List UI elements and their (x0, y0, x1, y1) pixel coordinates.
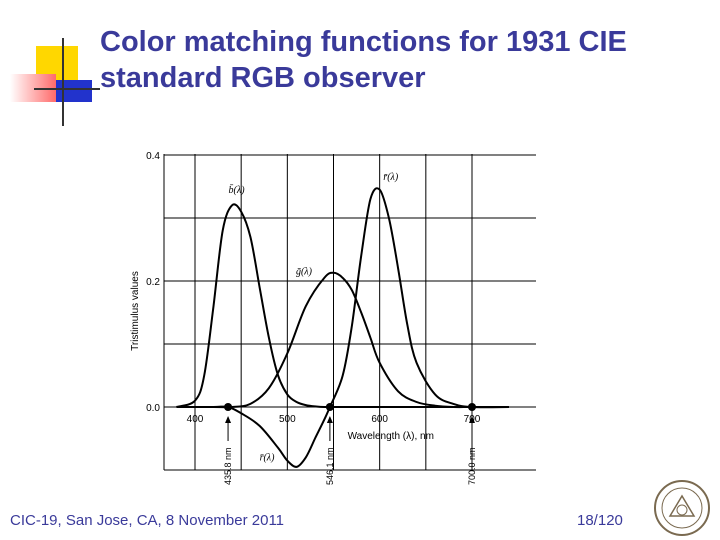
curve-annotation: b̄(λ) (229, 184, 246, 196)
primary-label: 435.8 nm (223, 447, 233, 485)
y-tick-label: 0.4 (146, 151, 160, 162)
primary-point (325, 403, 334, 411)
primary-arrow-head (469, 416, 475, 423)
deco-vertical-line (62, 38, 64, 126)
y-tick-label: 0.2 (146, 277, 160, 288)
slide-title-line1: Color matching functions for 1931 CIE (100, 26, 627, 58)
university-seal-logo (654, 480, 710, 536)
curve-annotation: ḡ(λ) (296, 267, 313, 278)
primary-point (468, 403, 476, 411)
primary-point (224, 403, 233, 411)
footer-conference: CIC-19, San Jose, CA, 8 November 2011 (10, 512, 285, 529)
curve-annotation: r̄(λ) (383, 172, 399, 183)
x-tick-label: 600 (371, 414, 388, 425)
y-axis-label: Tristimulus values (130, 271, 141, 351)
primary-arrow-head (326, 416, 333, 423)
deco-blue-square (56, 80, 92, 102)
series-line-g (176, 271, 509, 409)
slide-number: 18/120 (577, 512, 623, 529)
primary-arrow-head (225, 416, 232, 423)
x-axis-label: Wavelength (λ), nm (348, 431, 434, 442)
curve-annotation: r̄(λ) (260, 453, 276, 464)
slide-title: Color matching functions for 1931 CIE st… (100, 24, 700, 96)
x-tick-label: 500 (279, 414, 296, 425)
y-tick-label: 0.0 (146, 403, 160, 414)
series-line-r (176, 187, 509, 468)
primary-label: 546.1 nm (325, 447, 335, 485)
deco-horizontal-line (34, 88, 100, 90)
primary-label: 700.0 nm (467, 447, 477, 485)
x-tick-label: 400 (187, 414, 204, 425)
slide-title-line2: standard RGB observer (100, 62, 426, 94)
